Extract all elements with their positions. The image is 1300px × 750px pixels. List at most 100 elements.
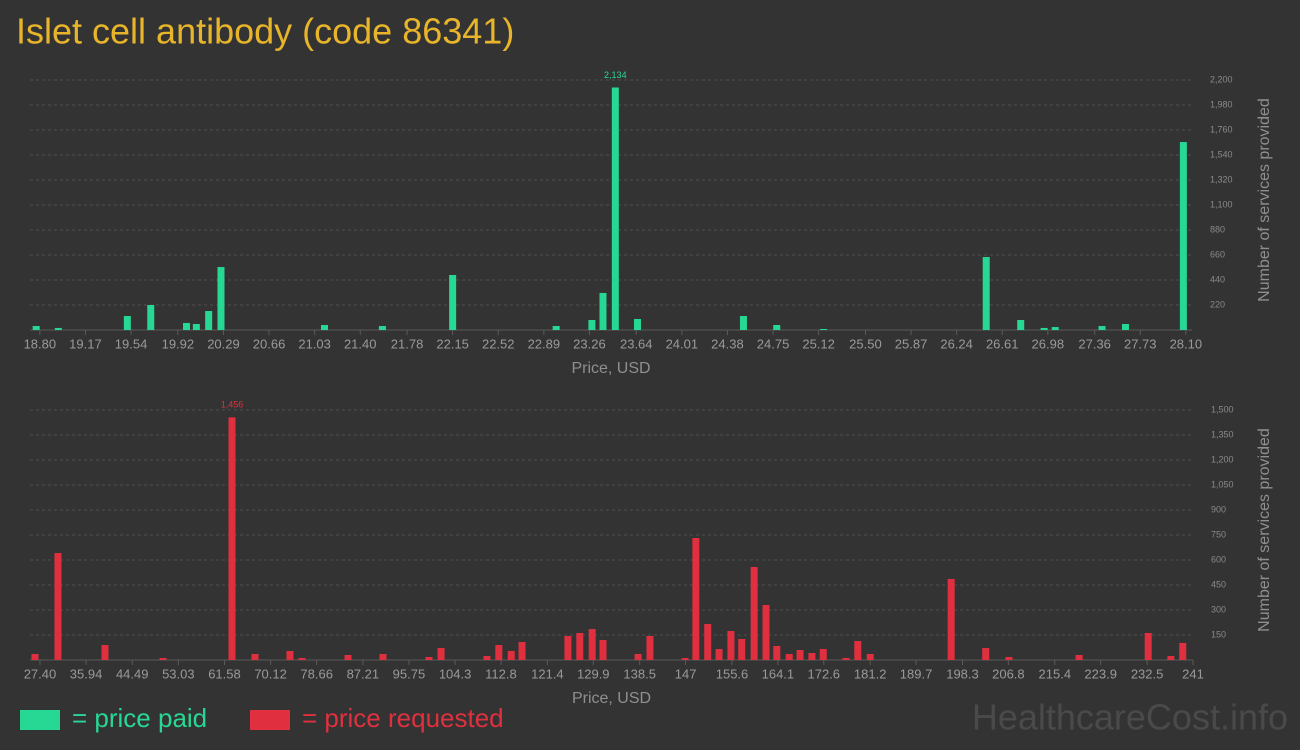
bar <box>344 655 352 660</box>
bar <box>599 292 607 330</box>
y-axis-label: Number of services provided <box>1256 98 1273 302</box>
y-tick-label: 1,200 <box>1211 454 1234 464</box>
x-tick-label: 121.4 <box>531 666 564 681</box>
legend-label: = price paid <box>72 703 207 733</box>
x-tick-label: 53.03 <box>162 666 195 681</box>
x-tick-label: 26.24 <box>940 336 973 351</box>
bar <box>217 267 225 330</box>
x-tick-label: 21.40 <box>344 336 377 351</box>
page-title: Islet cell antibody (code 86341) <box>16 11 514 52</box>
bar <box>773 325 781 330</box>
bar <box>32 326 40 330</box>
x-tick-label: 223.9 <box>1084 666 1117 681</box>
x-tick-label: 21.03 <box>298 336 331 351</box>
bar <box>681 658 689 660</box>
bar <box>588 320 596 330</box>
y-axis-label: Number of services provided <box>1256 428 1273 632</box>
y-tick-label: 1,320 <box>1210 174 1233 184</box>
x-tick-label: 61.58 <box>208 666 241 681</box>
x-tick-label: 138.5 <box>623 666 656 681</box>
bar <box>54 327 62 330</box>
bar <box>507 651 515 660</box>
y-tick-label: 1,980 <box>1210 99 1233 109</box>
legend-label: = price requested <box>302 703 504 733</box>
bar <box>1075 655 1083 660</box>
bar <box>54 553 62 660</box>
bar <box>947 579 955 660</box>
y-tick-label: 750 <box>1211 529 1226 539</box>
watermark: HealthcareCost.info <box>972 697 1288 738</box>
y-tick-label: 1,500 <box>1211 404 1234 414</box>
y-tick-label: 600 <box>1211 554 1226 564</box>
bar <box>483 656 491 660</box>
bar <box>1098 326 1106 330</box>
y-tick-label: 220 <box>1210 299 1225 309</box>
bar <box>378 326 386 330</box>
bar <box>298 658 306 660</box>
x-tick-label: 19.54 <box>115 336 148 351</box>
x-tick-label: 22.52 <box>482 336 515 351</box>
x-tick-label: 24.38 <box>711 336 744 351</box>
x-tick-label: 24.01 <box>666 336 699 351</box>
bar <box>205 311 213 330</box>
bar <box>495 645 503 660</box>
bar <box>31 654 39 660</box>
bar <box>552 326 560 330</box>
x-tick-label: 26.98 <box>1032 336 1065 351</box>
bar <box>762 605 770 660</box>
x-tick-label: 181.2 <box>854 666 887 681</box>
x-tick-label: 23.26 <box>573 336 606 351</box>
bar <box>982 257 990 330</box>
bar <box>101 645 109 660</box>
x-tick-label: 22.15 <box>436 336 469 351</box>
bar <box>820 328 828 330</box>
x-tick-label: 70.12 <box>254 666 287 681</box>
bar <box>646 636 654 660</box>
bar <box>576 633 584 660</box>
bar <box>819 649 827 660</box>
bar <box>1144 633 1152 660</box>
bar <box>738 639 746 660</box>
x-tick-label: 164.1 <box>762 666 795 681</box>
y-tick-label: 660 <box>1210 249 1225 259</box>
bar <box>182 322 190 330</box>
x-tick-label: 155.6 <box>716 666 749 681</box>
x-tick-label: 22.89 <box>528 336 561 351</box>
bar <box>692 538 700 660</box>
x-tick-label: 189.7 <box>900 666 933 681</box>
bar <box>1040 327 1048 330</box>
bar <box>808 653 816 660</box>
x-tick-label: 25.12 <box>802 336 835 351</box>
bar <box>286 651 294 660</box>
bar <box>192 323 200 330</box>
bar <box>727 631 735 660</box>
bar <box>842 658 850 660</box>
bar <box>634 654 642 660</box>
x-tick-label: 241 <box>1182 666 1204 681</box>
legend-swatch <box>250 710 290 730</box>
bar <box>1005 657 1013 660</box>
bar <box>785 654 793 660</box>
bar <box>564 636 572 660</box>
bar <box>518 642 526 660</box>
bar <box>633 318 641 330</box>
bar <box>866 654 874 660</box>
x-tick-label: 20.66 <box>253 336 286 351</box>
bar <box>1179 643 1187 660</box>
bar <box>982 648 990 660</box>
y-tick-label: 880 <box>1210 224 1225 234</box>
bar <box>379 654 387 660</box>
x-tick-label: 129.9 <box>577 666 610 681</box>
y-tick-label: 440 <box>1210 274 1225 284</box>
x-tick-label: 198.3 <box>946 666 979 681</box>
bar <box>1121 323 1129 330</box>
x-tick-label: 18.80 <box>24 336 57 351</box>
bar <box>449 275 457 330</box>
bar <box>773 646 781 660</box>
x-tick-label: 104.3 <box>439 666 472 681</box>
x-tick-label: 78.66 <box>300 666 333 681</box>
bar <box>854 641 862 660</box>
bar <box>228 417 236 660</box>
bar <box>425 657 433 660</box>
